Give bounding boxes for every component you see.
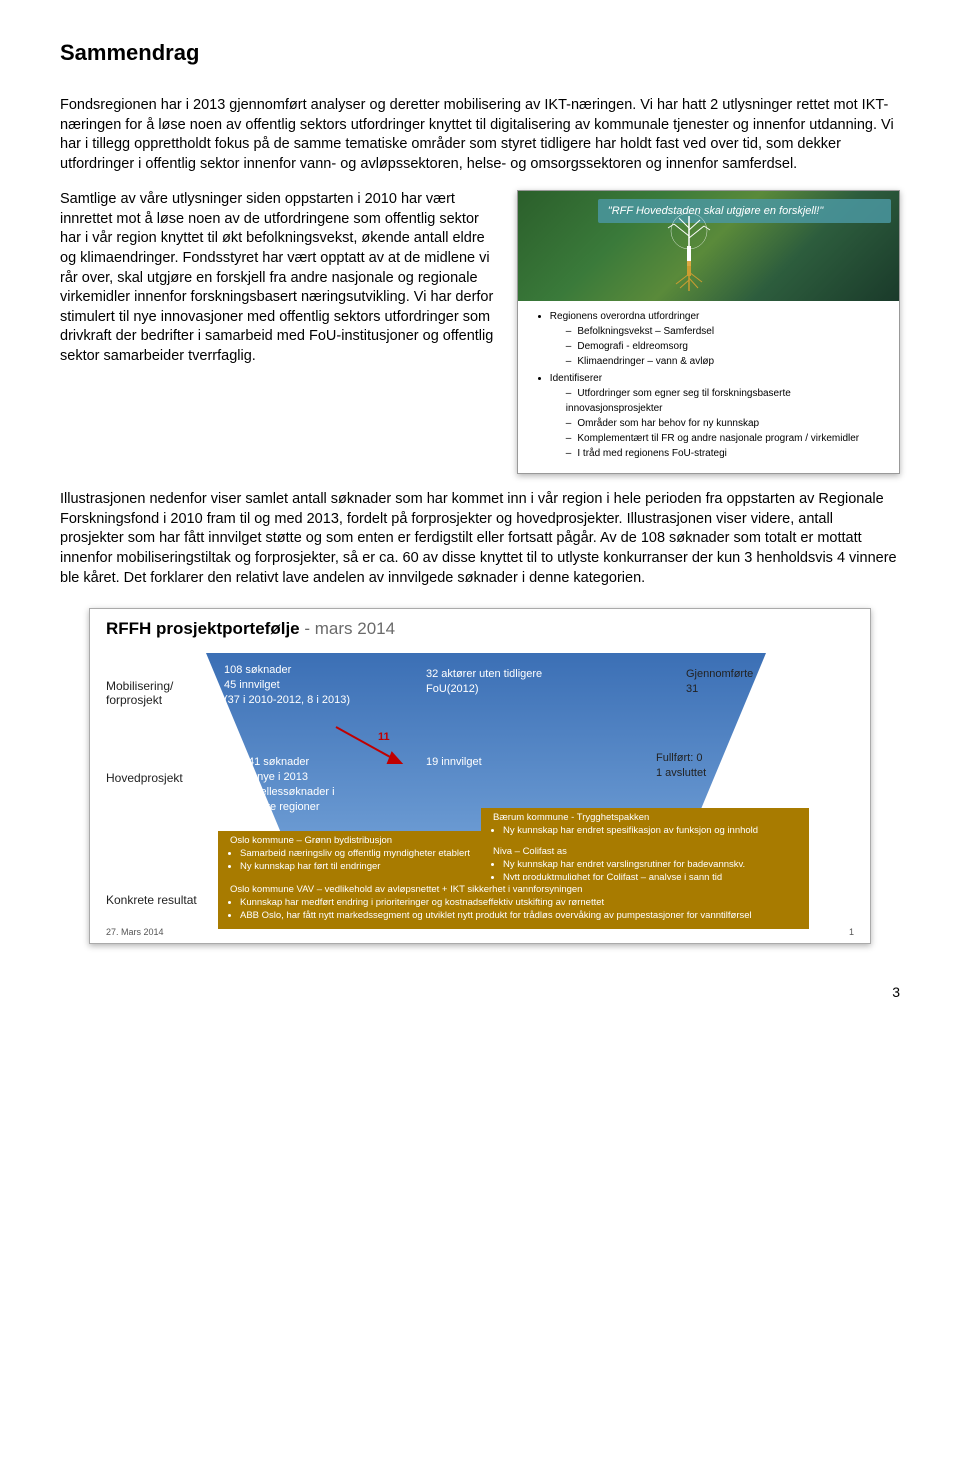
slide-bullet-1: Regionens overordna utfordringer: [550, 311, 700, 322]
slide-thumbnail: "RFF Hovedstaden skal utgjøre en forskje…: [517, 190, 900, 474]
slide-sub: Demografi - eldreomsorg: [566, 339, 887, 354]
arrow-value: 11: [378, 731, 390, 743]
band2-right: Fullført: 0 1 avsluttet: [656, 751, 706, 781]
row-label-3: Konkrete resultat: [106, 893, 206, 907]
page-number: 3: [0, 974, 960, 1000]
band1-left: 108 søknader 45 innvilget (37 i 2010-201…: [224, 663, 350, 708]
slide-sub: I tråd med regionens FoU-strategi: [566, 446, 887, 461]
band2-mid: 19 innvilget: [426, 755, 482, 770]
slide-footer-date: 27. Mars 2014: [106, 927, 164, 937]
row-label-2: Hovedprosjekt: [106, 771, 206, 785]
yellow-box-2: Oslo kommune – Grønn bydistribusjon Sama…: [218, 831, 491, 879]
slide-sub: Områder som har behov for ny kunnskap: [566, 416, 887, 431]
paragraph-3: Illustrasjonen nedenfor viser samlet ant…: [60, 490, 900, 588]
slide-hero: "RFF Hovedstaden skal utgjøre en forskje…: [518, 191, 899, 301]
band2-left: 41 søknader 9 nye i 2013 + fellessøknade…: [248, 755, 335, 814]
band1-right-val: 31: [686, 682, 753, 697]
paragraph-1: Fondsregionen har i 2013 gjennomført ana…: [60, 96, 900, 174]
slide-bullets: Regionens overordna utfordringer Befolkn…: [518, 301, 899, 473]
row-label-1: Mobilisering/ forprosjekt: [106, 679, 206, 708]
slide-sub: Klimaendringer – vann & avløp: [566, 354, 887, 369]
yellow-box-1: Bærum kommune - Trygghetspakken Ny kunns…: [481, 808, 809, 844]
slide-banner: "RFF Hovedstaden skal utgjøre en forskje…: [598, 199, 891, 223]
slide-sub: Utfordringer som egner seg til forskning…: [566, 386, 887, 416]
slide-footer-page: 1: [849, 927, 854, 937]
tree-icon: [654, 206, 724, 296]
slide-bullet-2: Identifiserer: [550, 373, 602, 384]
paragraph-2: Samtlige av våre utlysninger siden oppst…: [60, 190, 497, 366]
band1-mid: 32 aktører uten tidligere FoU(2012): [426, 667, 542, 697]
band1-right-label: Gjennomførte: [686, 667, 753, 682]
slide-sub: Komplementært til FR og andre nasjonale …: [566, 431, 887, 446]
slide-sub: Befolkningsvekst – Samferdsel: [566, 324, 887, 339]
page-title: Sammendrag: [60, 40, 900, 66]
yellow-box-4: Oslo kommune VAV – vedlikehold av avløps…: [218, 880, 809, 928]
funnel-title: RFFH prosjektportefølje - mars 2014: [90, 609, 870, 643]
funnel-diagram: RFFH prosjektportefølje - mars 2014 Mobi…: [89, 608, 871, 944]
